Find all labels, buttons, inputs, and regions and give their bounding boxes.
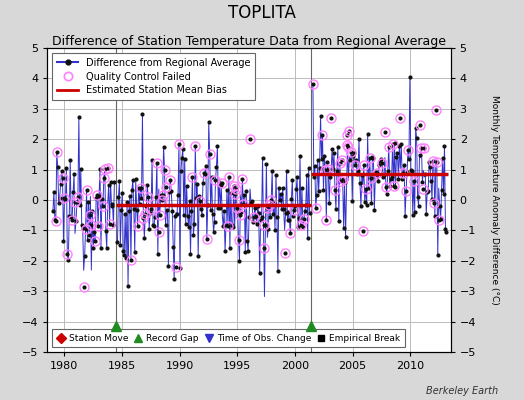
- Text: TOPLITA: TOPLITA: [228, 4, 296, 22]
- Title: Difference of Station Temperature Data from Regional Average: Difference of Station Temperature Data f…: [52, 35, 446, 48]
- Text: Berkeley Earth: Berkeley Earth: [425, 386, 498, 396]
- Y-axis label: Monthly Temperature Anomaly Difference (°C): Monthly Temperature Anomaly Difference (…: [490, 95, 499, 305]
- Legend: Station Move, Record Gap, Time of Obs. Change, Empirical Break: Station Move, Record Gap, Time of Obs. C…: [52, 330, 405, 348]
